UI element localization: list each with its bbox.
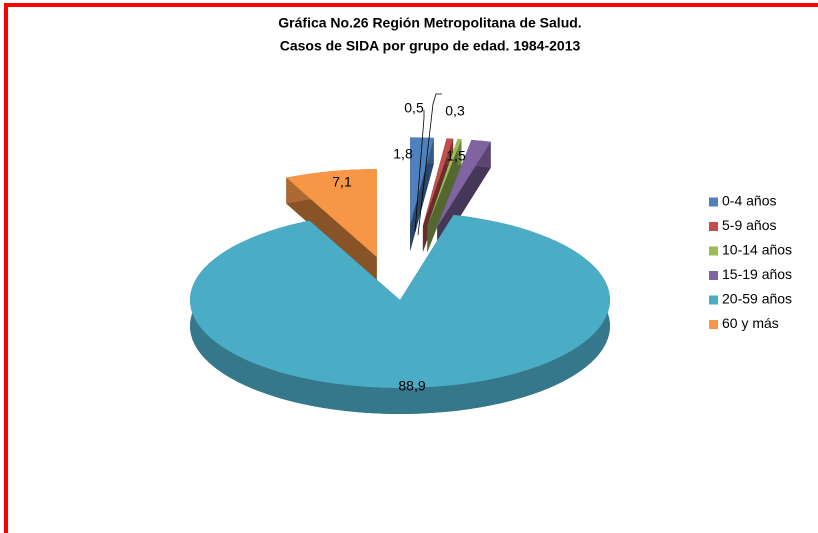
- data-label: 7,1: [332, 174, 352, 190]
- legend-label: 20-59 años: [722, 291, 792, 307]
- legend-label: 0-4 años: [722, 193, 776, 209]
- leader-line: [414, 110, 425, 233]
- leader-line: [417, 93, 442, 236]
- legend-swatch: [709, 246, 718, 256]
- data-label: 88,9: [398, 378, 425, 394]
- data-label: 1,8: [393, 146, 413, 162]
- legend-label: 15-19 años: [722, 266, 792, 282]
- legend: 0-4 años 5-9 años 10-14 años 15-19 años 20-5…: [709, 193, 792, 331]
- slice: [437, 140, 491, 227]
- legend-label: 60 y más: [722, 315, 779, 331]
- chart-title: Gráfica No.26 Región Metropolitana de Sa…: [278, 15, 581, 31]
- slice-edge: [286, 177, 377, 284]
- legend-label: 10-14 años: [722, 242, 792, 258]
- slice: [410, 137, 434, 226]
- slice: [286, 169, 377, 258]
- slice: [427, 138, 462, 227]
- chart-subtitle: Casos de SIDA por grupo de edad. 1984-20…: [280, 38, 581, 54]
- legend-swatch: [709, 197, 718, 207]
- data-label: 1,5: [446, 148, 466, 164]
- legend-swatch: [709, 271, 718, 280]
- data-label: 0,5: [404, 100, 424, 116]
- labels: 1,8 0,5 0,3 1,5 88,9 7,1: [332, 93, 466, 394]
- legend-swatch: [709, 320, 718, 329]
- legend-label: 5-9 años: [722, 217, 776, 233]
- data-label: 0,3: [445, 103, 465, 119]
- slice: [189, 214, 610, 388]
- pie: [189, 137, 611, 415]
- slice-edge: [427, 139, 462, 253]
- slice: [422, 138, 454, 226]
- legend-swatch: [709, 295, 718, 305]
- legend-swatch: [709, 222, 718, 231]
